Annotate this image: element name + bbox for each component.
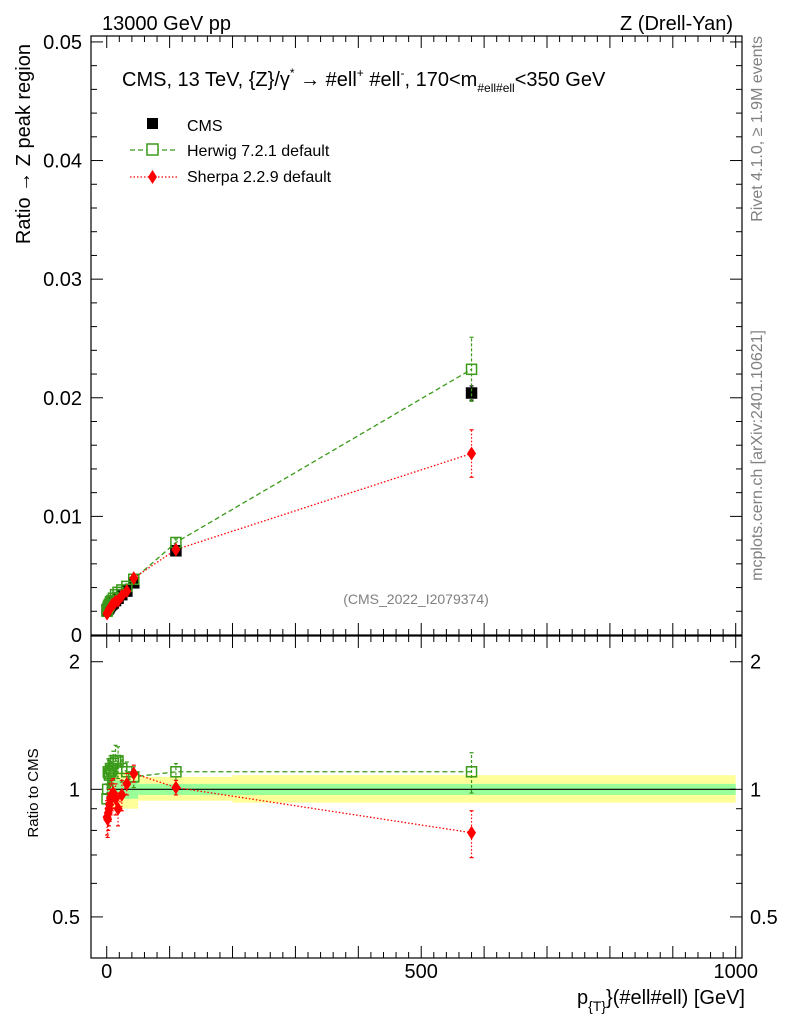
sherpa-ratio-point xyxy=(122,776,132,791)
title-sup-a: * xyxy=(290,66,295,80)
ratio-ytick-label-right: 2 xyxy=(750,652,761,674)
title-part-b: → #ell xyxy=(295,69,357,91)
herwig-ratio-point xyxy=(465,766,478,778)
ratio-ylabel: Ratio to CMS xyxy=(25,748,42,837)
xtick-label: 500 xyxy=(405,961,438,983)
xtick-label: 0 xyxy=(101,961,112,983)
title-part-c: #ell xyxy=(364,69,401,91)
sherpa-point xyxy=(171,542,181,557)
header-left: 13000 GeV pp xyxy=(102,13,231,35)
ratio-series-layer xyxy=(101,744,478,859)
plot-title: CMS, 13 TeV, {Z}/γ* → #ell+ #ell-, 170<m… xyxy=(122,66,606,95)
sherpa-ratio-point xyxy=(113,801,123,816)
sherpa-point xyxy=(122,584,132,599)
ratio-uncertainty-band xyxy=(106,771,736,809)
main-ytick-label: 0.02 xyxy=(43,388,82,410)
legend-label-cms: CMS xyxy=(187,118,223,135)
legend-label-herwig: Herwig 7.2.1 default xyxy=(187,143,330,160)
sherpa-point xyxy=(129,571,139,586)
title-part-d: , 170<m xyxy=(405,69,478,91)
legend-marker-sherpa xyxy=(148,170,157,184)
ratio-ytick-label: 2 xyxy=(69,652,80,674)
herwig-point xyxy=(465,363,478,376)
xlabel: p{T}}(#ell#ell) [GeV] xyxy=(577,987,745,1014)
title-part-e: <350 GeV xyxy=(515,69,606,91)
ratio-ytick-label: 0.5 xyxy=(52,907,80,929)
xlabel-sub: {T} xyxy=(588,998,606,1014)
rivet-label: Rivet 4.1.0, ≥ 1.9M events xyxy=(749,36,766,222)
main-panel: 0 0.01 0.02 0.03 0.04 0.05 xyxy=(43,32,743,647)
mcplots-label: mcplots.cern.ch [arXiv:2401.10621] xyxy=(749,330,766,581)
main-frame xyxy=(90,35,743,636)
herwig-ratio-point xyxy=(170,766,182,778)
main-ytick-label: 0.01 xyxy=(43,506,82,528)
main-ytick-label: 0 xyxy=(71,625,82,647)
legend: CMS Herwig 7.2.1 default Sherpa 2.2.9 de… xyxy=(130,118,332,186)
legend-label-sherpa: Sherpa 2.2.9 default xyxy=(187,169,332,186)
sherpa-ratio-point xyxy=(117,787,127,802)
main-ytick-label: 0.05 xyxy=(43,32,82,54)
main-series-layer xyxy=(101,336,478,621)
title-part-a: CMS, 13 TeV, {Z}/γ xyxy=(122,69,290,91)
header-right: Z (Drell-Yan) xyxy=(620,13,733,35)
ratio-ytick-label-right: 1 xyxy=(750,779,761,801)
xlabel-part-b: }(#ell#ell) [GeV] xyxy=(606,987,745,1009)
ratio-ytick-label-right: 0.5 xyxy=(750,907,778,929)
title-sup-c: - xyxy=(401,66,405,80)
herwig-line xyxy=(106,368,472,612)
xlabel-part-a: p xyxy=(577,987,588,1009)
main-ytick-label: 0.04 xyxy=(43,151,82,173)
ratio-panel: 0.5 0.5 1 1 2 2 0 500 1000 xyxy=(52,635,778,983)
sherpa-line xyxy=(106,452,472,614)
title-sub-d: #ell#ell xyxy=(477,81,514,95)
sherpa-ratio-point xyxy=(129,766,139,781)
herwig-ratio-point xyxy=(112,756,124,768)
sherpa-ratio-point xyxy=(467,825,477,840)
main-ylabel: Ratio → Z peak region xyxy=(13,44,35,244)
ratio-frame xyxy=(90,635,743,959)
legend-marker-cms xyxy=(147,118,158,129)
sherpa-ratio-point xyxy=(171,780,181,795)
title-sup-b: + xyxy=(357,66,364,80)
sherpa-point xyxy=(467,446,477,461)
main-ytick-label: 0.03 xyxy=(43,269,82,291)
ratio-ytick-label: 1 xyxy=(69,779,80,801)
legend-marker-herwig xyxy=(146,143,159,156)
herwig-ratio-point xyxy=(109,754,122,767)
xtick-label: 1000 xyxy=(713,961,758,983)
analysis-watermark: (CMS_2022_I2079374) xyxy=(343,591,489,607)
cms-point xyxy=(465,387,478,399)
